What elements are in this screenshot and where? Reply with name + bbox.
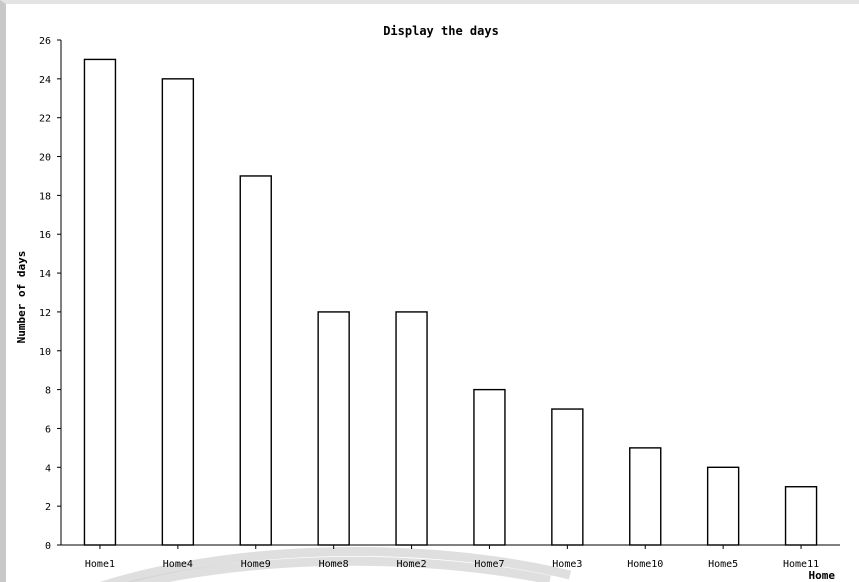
x-tick-label: Home5	[708, 559, 738, 570]
x-tick-label: Home2	[396, 559, 426, 570]
y-tick-label: 24	[39, 75, 51, 86]
x-tick-label: Home10	[627, 559, 663, 570]
bar-home11	[784, 486, 818, 546]
x-axis-label: Home	[809, 569, 836, 582]
bar-home2	[395, 311, 428, 546]
bar-home1	[83, 58, 117, 546]
y-tick-label: 18	[39, 191, 51, 202]
bar-home4	[161, 78, 195, 546]
y-tick-label: 4	[45, 463, 51, 474]
x-tick-label: Home9	[241, 559, 271, 570]
x-tick-label: Home4	[163, 559, 193, 570]
y-tick-label: 10	[39, 347, 51, 358]
x-axis-ticks: Home1 Home4 Home9 Home8 Home2 Home7 Home3 Home1…	[85, 545, 819, 570]
x-tick-label: Home1	[85, 559, 115, 570]
y-tick-label: 2	[45, 502, 51, 513]
bar-home8	[317, 311, 350, 546]
bars	[83, 58, 818, 546]
y-tick-label: 20	[39, 153, 51, 164]
bar-home3	[551, 408, 584, 546]
bar-home10	[629, 447, 662, 546]
x-tick-label: Home8	[319, 559, 349, 570]
bar-home9	[239, 175, 272, 546]
y-tick-label: 0	[45, 541, 51, 552]
bar-home5	[706, 466, 740, 546]
x-tick-label: Home11	[783, 559, 819, 570]
x-tick-label: Home3	[552, 559, 582, 570]
y-tick-label: 12	[39, 308, 51, 319]
y-axis-label: Number of days	[15, 251, 28, 344]
y-tick-label: 22	[39, 114, 51, 125]
y-tick-label: 14	[39, 269, 51, 280]
y-tick-label: 26	[39, 36, 51, 47]
y-tick-label: 8	[45, 386, 51, 397]
x-tick-label: Home7	[474, 559, 504, 570]
bar-home7	[473, 388, 506, 546]
y-tick-label: 6	[45, 424, 51, 435]
y-tick-label: 16	[39, 230, 51, 241]
chart-title: Display the days	[383, 24, 499, 38]
watermark-arcs	[99, 547, 572, 582]
